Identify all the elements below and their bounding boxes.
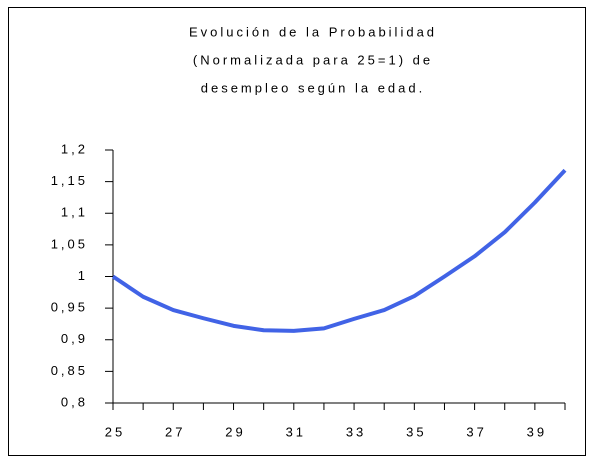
x-tick-label: 33 <box>346 424 366 439</box>
x-tick-label: 37 <box>466 424 486 439</box>
chart-title: Evolución de la Probabilidad <box>189 24 437 39</box>
x-tick-label: 29 <box>225 424 245 439</box>
chart-frame <box>8 7 586 456</box>
y-tick-label: 0,85 <box>51 363 88 378</box>
x-tick-label: 31 <box>286 424 306 439</box>
y-tick-label: 0,8 <box>61 394 88 409</box>
line-series <box>111 168 567 333</box>
y-tick-label: 1 <box>78 268 88 283</box>
x-tick-label: 25 <box>105 424 125 439</box>
y-tick-label: 0,9 <box>61 331 88 346</box>
y-tick-label: 1,05 <box>51 236 88 251</box>
y-tick-label: 1,15 <box>51 173 88 188</box>
y-tick-label: 1,1 <box>61 205 88 220</box>
chart-title: (Normalizada para 25=1) de <box>193 52 433 67</box>
chart-title: desempleo según la edad. <box>201 80 426 95</box>
x-tick-label: 27 <box>165 424 185 439</box>
x-tick-label: 35 <box>406 424 426 439</box>
y-tick-label: 0,95 <box>51 300 88 315</box>
y-tick-label: 1,2 <box>61 141 88 156</box>
x-tick-label: 39 <box>527 424 547 439</box>
